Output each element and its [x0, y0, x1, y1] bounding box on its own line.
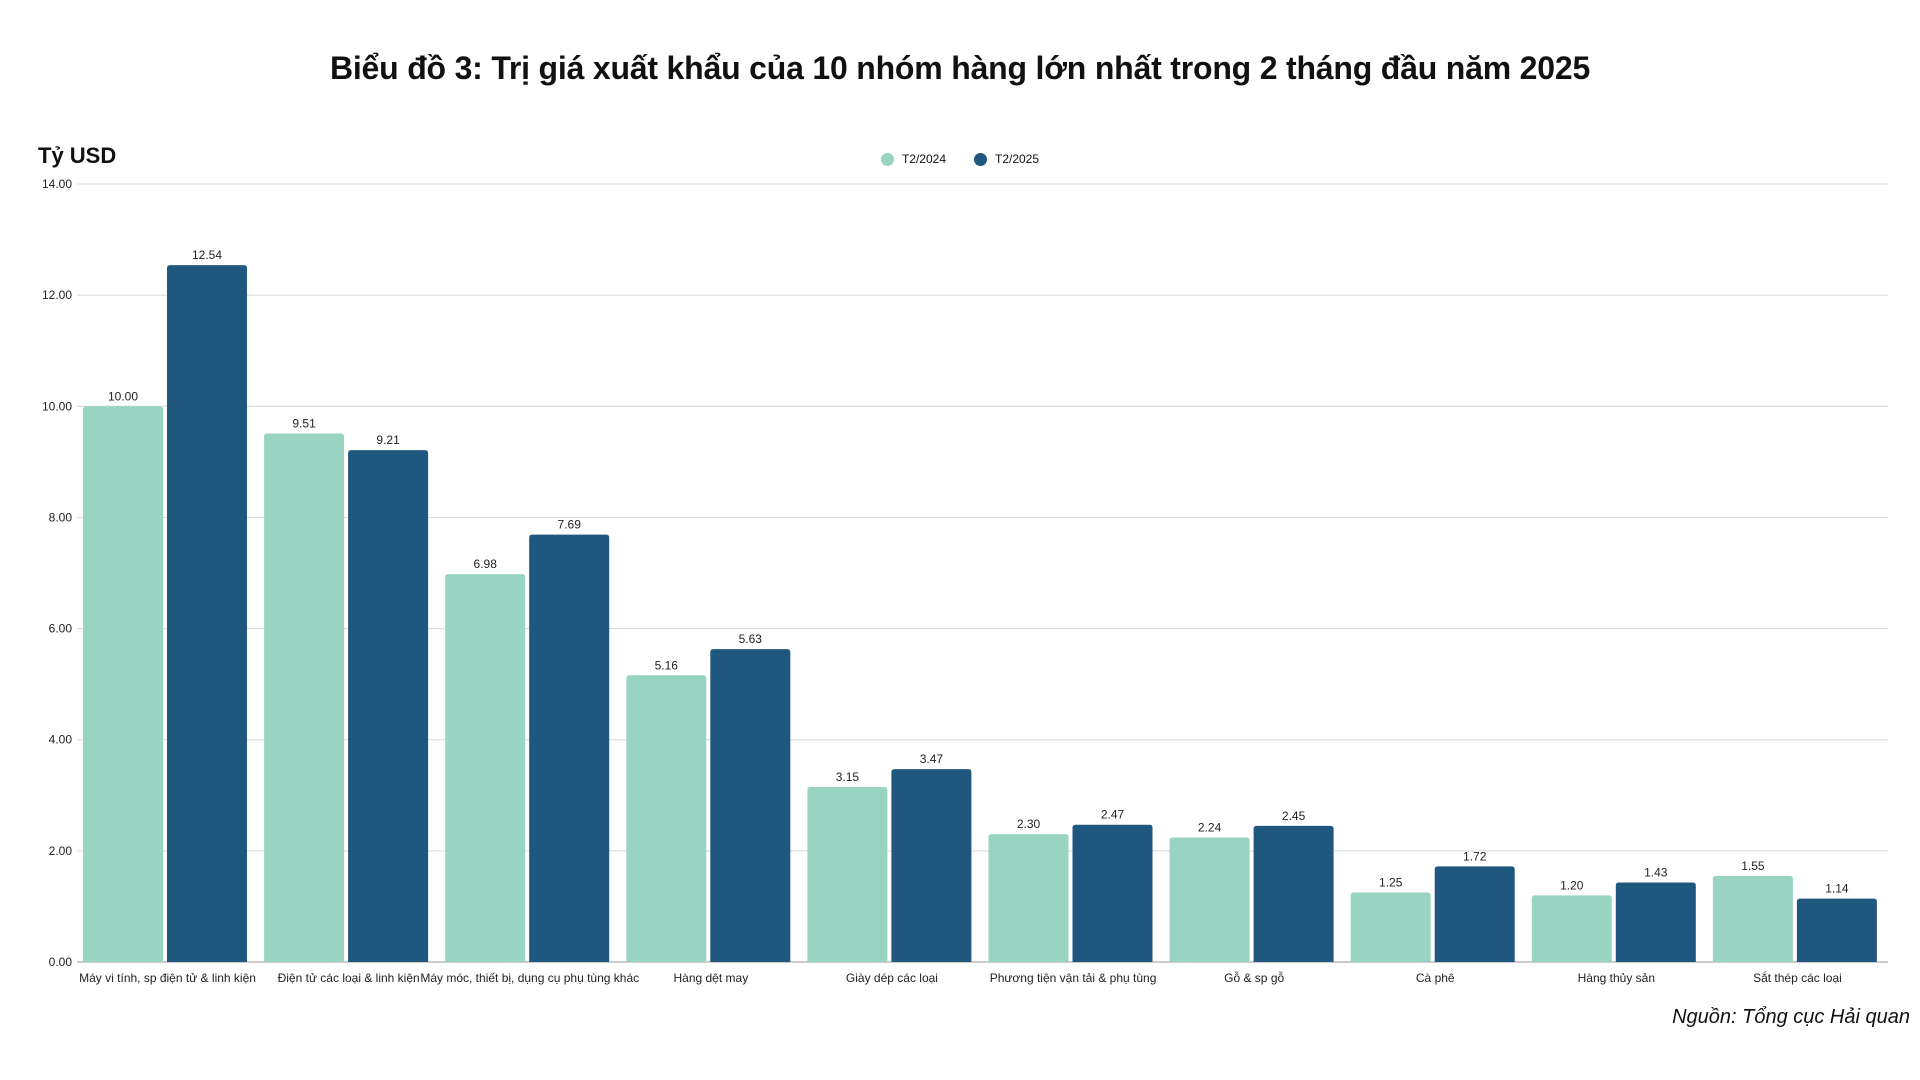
y-tick-label: 4.00 — [49, 733, 73, 747]
bar — [1712, 875, 1793, 962]
data-label: 12.54 — [192, 248, 222, 262]
legend-label-t2-2025: T2/2025 — [995, 152, 1040, 166]
bar — [988, 834, 1069, 962]
data-label: 2.24 — [1198, 821, 1222, 835]
bar — [807, 786, 888, 962]
x-category-label: Phương tiện vận tải & phụ tùng — [990, 971, 1157, 985]
source-note: Nguồn: Tổng cục Hải quan — [1672, 1006, 1910, 1028]
x-category-label: Giày dép các loại — [846, 971, 938, 985]
x-category-label: Máy vi tính, sp điện tử & linh kiện — [79, 971, 256, 985]
x-category-label: Máy móc, thiết bị, dụng cụ phụ tùng khác — [420, 971, 639, 985]
y-tick-label: 10.00 — [42, 399, 72, 413]
x-category-label: Hàng thủy sản — [1578, 971, 1655, 985]
bar — [710, 649, 791, 962]
chart-title: Biểu đồ 3: Trị giá xuất khẩu của 10 nhóm… — [329, 50, 1591, 86]
data-label: 2.45 — [1282, 809, 1306, 823]
x-category-label: Hàng dệt may — [673, 971, 748, 985]
data-label: 1.25 — [1379, 876, 1403, 890]
bar — [264, 433, 345, 962]
legend-item-t2-2024: T2/2024 — [880, 152, 946, 166]
y-tick-label: 8.00 — [49, 510, 73, 524]
bar — [1350, 892, 1431, 962]
legend-label-t2-2024: T2/2024 — [901, 152, 946, 166]
data-label: 3.47 — [920, 752, 944, 766]
legend-item-t2-2025: T2/2025 — [974, 152, 1039, 166]
legend-swatch-t2-2024 — [880, 152, 894, 166]
y-tick-label: 14.00 — [42, 177, 72, 191]
data-label: 1.55 — [1741, 859, 1765, 873]
data-label: 6.98 — [474, 557, 498, 571]
x-category-label: Điện tử các loại & linh kiện — [278, 971, 420, 985]
y-tick-label: 0.00 — [49, 955, 73, 969]
data-label: 9.51 — [292, 417, 316, 431]
data-label: 1.72 — [1463, 849, 1487, 863]
bar — [167, 265, 247, 962]
bar — [529, 534, 610, 962]
bar — [1434, 866, 1515, 962]
bar — [1615, 882, 1696, 962]
data-label: 1.20 — [1560, 878, 1584, 892]
data-label: 7.69 — [558, 518, 582, 532]
y-tick-label: 2.00 — [49, 844, 73, 858]
legend: T2/2024 T2/2025 — [0, 152, 1920, 166]
legend-swatch-t2-2025 — [974, 152, 987, 166]
data-label: 9.21 — [376, 433, 400, 447]
data-label: 1.14 — [1825, 882, 1849, 896]
data-label: 1.43 — [1644, 866, 1668, 880]
data-label: 5.16 — [655, 658, 679, 672]
data-label: 3.15 — [836, 770, 860, 784]
bar — [1531, 895, 1612, 962]
x-category-label: Gỗ & sp gỗ — [1224, 970, 1284, 985]
y-tick-label: 12.00 — [42, 288, 72, 302]
y-tick-label: 6.00 — [49, 622, 73, 636]
data-label: 2.47 — [1101, 808, 1125, 822]
y-axis-unit-label: Tỷ USD — [38, 143, 117, 168]
bar — [1072, 824, 1153, 962]
bar — [83, 406, 163, 962]
bar — [445, 574, 526, 962]
bar — [891, 769, 972, 962]
bar — [1169, 837, 1250, 962]
data-label: 5.63 — [739, 632, 763, 646]
data-label: 10.00 — [108, 389, 138, 403]
bar — [1253, 825, 1334, 962]
bar — [626, 675, 707, 962]
bar — [1796, 898, 1877, 962]
data-label: 2.30 — [1017, 817, 1041, 831]
x-category-label: Cà phê — [1416, 971, 1455, 985]
x-category-label: Sắt thép các loại — [1753, 970, 1842, 985]
bar — [348, 450, 429, 962]
